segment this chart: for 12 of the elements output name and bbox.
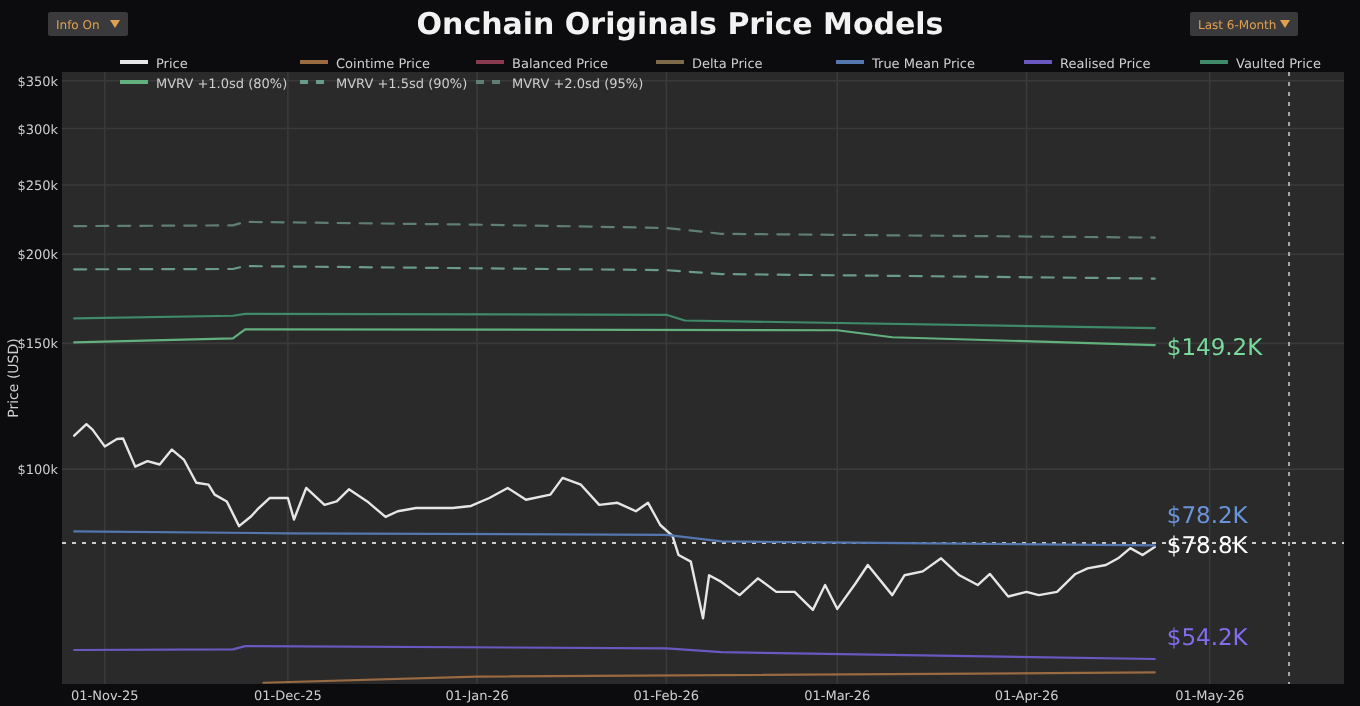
- line-series: [73, 264, 1156, 280]
- annotation: $149.2K: [1166, 333, 1264, 362]
- line-series: [73, 328, 1156, 347]
- line-series: [73, 312, 1156, 330]
- line-series: [73, 422, 1156, 620]
- annotation: $78.8K: [1166, 530, 1249, 559]
- line-series: [73, 645, 1156, 661]
- chart-title: Onchain Originals Price Models: [416, 6, 944, 42]
- line-series: [73, 220, 1156, 239]
- line-series: [73, 530, 1156, 547]
- annotation: $54.2K: [1166, 622, 1249, 651]
- annotation: $78.2K: [1166, 501, 1249, 530]
